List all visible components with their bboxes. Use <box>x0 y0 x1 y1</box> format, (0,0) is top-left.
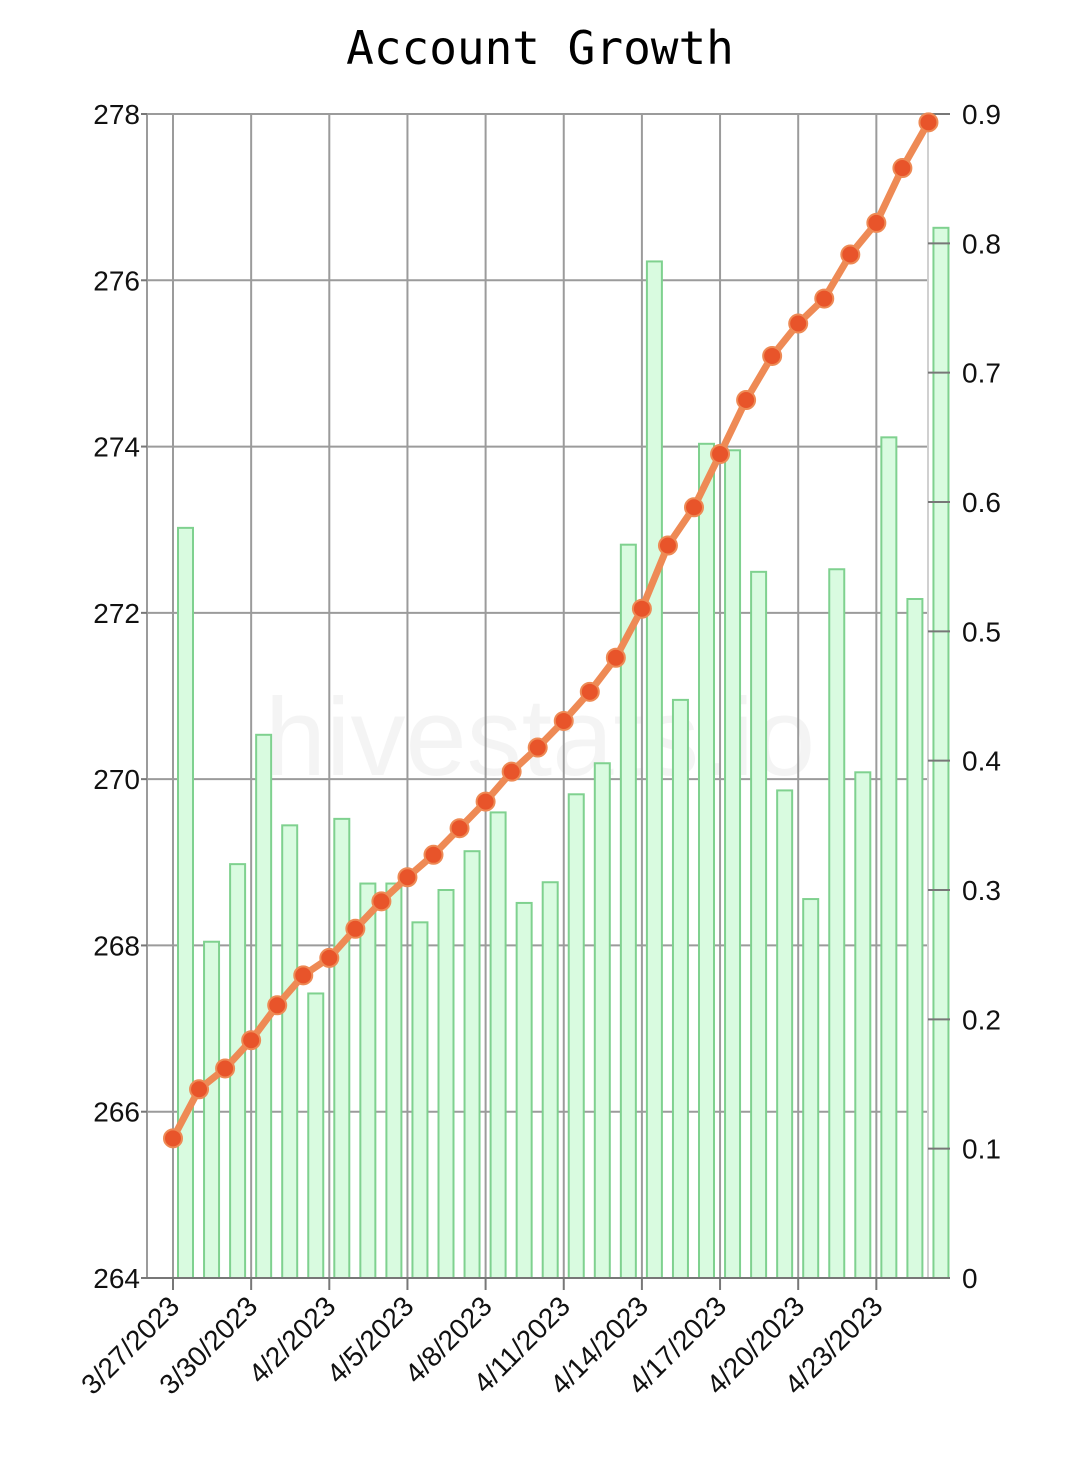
line-point <box>267 995 288 1016</box>
right-tick-label: 0.4 <box>962 746 1001 777</box>
line-point <box>736 390 757 411</box>
line-point <box>684 497 704 518</box>
line-point <box>501 761 522 782</box>
bar <box>307 992 325 1279</box>
line-point <box>605 647 626 668</box>
bar <box>671 698 689 1279</box>
bar <box>698 442 715 1279</box>
grid-lines <box>147 113 928 1279</box>
left-tick-label: 266 <box>93 1097 140 1128</box>
line-point <box>892 158 913 179</box>
bar <box>776 789 794 1279</box>
bar <box>724 449 742 1279</box>
line-point <box>345 918 366 939</box>
line-point <box>631 598 652 619</box>
left-tick-label: 268 <box>93 930 140 961</box>
line-point <box>189 1079 210 1100</box>
line-point <box>527 737 548 758</box>
line-point <box>788 313 809 334</box>
bar <box>541 881 559 1279</box>
bar <box>750 570 768 1279</box>
right-tick-label: 0.9 <box>962 99 1001 130</box>
line-point <box>293 965 314 986</box>
right-tick-label: 0.1 <box>962 1134 1001 1165</box>
bar <box>359 882 377 1279</box>
bar <box>515 901 533 1280</box>
bar <box>281 824 299 1279</box>
bar <box>203 940 221 1279</box>
bar <box>906 598 924 1279</box>
bar-series <box>177 226 950 1280</box>
line-point <box>814 288 835 309</box>
right-tick-label: 0.3 <box>962 875 1001 906</box>
right-tick-label: 0.2 <box>962 1004 1001 1035</box>
axes <box>141 113 950 1290</box>
left-tick-label: 270 <box>93 764 140 795</box>
bar <box>593 762 611 1279</box>
bar <box>854 771 872 1279</box>
bar <box>437 889 455 1279</box>
line-point <box>553 710 574 731</box>
line-point <box>657 535 678 556</box>
left-tick-label: 276 <box>93 265 140 296</box>
line-point <box>397 867 418 888</box>
line-point <box>475 791 496 812</box>
bar <box>411 921 429 1279</box>
bar <box>567 793 585 1279</box>
line-point <box>241 1030 262 1051</box>
line-point <box>840 244 861 265</box>
line-point <box>918 112 939 133</box>
right-tick-label: 0.6 <box>962 487 1001 518</box>
bar <box>489 811 507 1280</box>
line-point <box>163 1128 183 1149</box>
bar <box>177 526 194 1279</box>
line-series <box>163 112 939 1149</box>
right-tick-label: 0.5 <box>962 616 1001 647</box>
line-point <box>319 947 340 968</box>
line-point <box>371 891 392 912</box>
left-tick-label: 272 <box>93 598 140 629</box>
left-tick-label: 264 <box>93 1263 140 1294</box>
right-tick-label: 0 <box>962 1263 978 1294</box>
right-tick-label: 0.7 <box>962 358 1001 389</box>
bar <box>333 817 351 1279</box>
line-point <box>423 844 444 865</box>
chart-title: Account Growth <box>346 21 734 75</box>
bar <box>385 882 403 1279</box>
line-point <box>866 212 887 233</box>
bar <box>880 436 898 1280</box>
bar <box>645 260 663 1279</box>
bar <box>463 850 481 1279</box>
line-point <box>579 681 600 702</box>
bar <box>828 568 846 1279</box>
bar <box>802 898 820 1279</box>
bar <box>932 226 950 1279</box>
line-point <box>215 1058 236 1079</box>
left-tick-label: 278 <box>93 99 140 130</box>
left-tick-label: 274 <box>93 432 140 463</box>
line-point <box>449 818 470 839</box>
right-tick-label: 0.8 <box>962 228 1001 259</box>
line-point <box>762 345 783 366</box>
line-point <box>710 444 731 465</box>
